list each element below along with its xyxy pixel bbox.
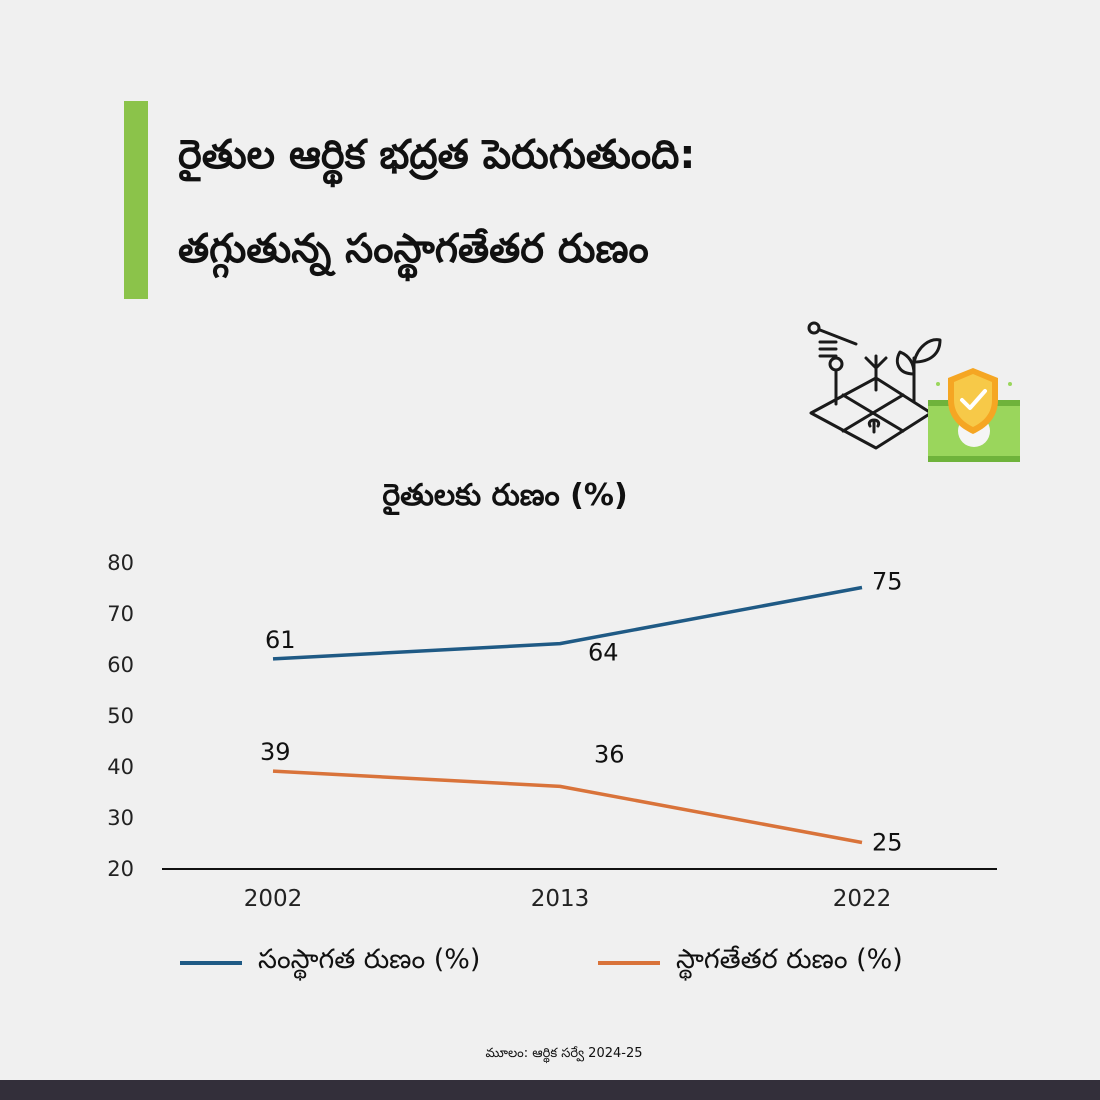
y-tick-label: 20 [107, 857, 134, 881]
legend-item-non-institutional: స్థాగతేతర రుణం (%) [598, 944, 903, 982]
y-tick-label: 50 [107, 704, 134, 728]
farm-money-shield-icon [806, 318, 1022, 468]
x-tick-label: 2022 [833, 886, 892, 912]
page-title: రైతుల ఆర్థిక భద్రత పెరుగుతుంది: తగ్గుతున… [178, 108, 1038, 296]
legend-label-institutional: సంస్థాగత రుణం (%) [258, 944, 481, 975]
data-label: 36 [594, 740, 625, 768]
page-title-line-2: తగ్గుతున్న సంస్థాగతేతర రుణం [178, 226, 649, 272]
line-chart: 20 30 40 50 60 70 80 2002 2013 2022 61 64 75 39 36 25 [107, 551, 997, 912]
title-accent-bar [124, 101, 148, 299]
data-label: 25 [872, 829, 903, 857]
data-label: 39 [260, 738, 291, 766]
legend-swatch-institutional [180, 961, 242, 965]
data-label: 75 [872, 568, 903, 596]
series-line-institutional [272, 585, 863, 661]
y-tick-label: 30 [107, 806, 134, 830]
legend-swatch-non-institutional [598, 961, 660, 965]
series-line-non-institutional [272, 769, 863, 845]
y-tick-label: 40 [107, 755, 134, 779]
y-tick-label: 80 [107, 551, 134, 575]
legend-label-non-institutional: స్థాగతేతర రుణం (%) [676, 944, 903, 975]
legend-item-institutional: సంస్థాగత రుణం (%) [180, 944, 480, 982]
footer-band [0, 1080, 1100, 1100]
y-tick-label: 60 [107, 653, 134, 677]
source-note: మూలం: ఆర్థిక సర్వే 2024-25 [485, 1046, 643, 1061]
x-tick-label: 2002 [244, 886, 303, 912]
x-tick-label: 2013 [531, 886, 590, 912]
data-label: 64 [588, 639, 619, 667]
y-tick-label: 70 [107, 602, 134, 626]
page-title-line-1: రైతుల ఆర్థిక భద్రత పెరుగుతుంది: [178, 132, 696, 178]
chart-legend: సంస్థాగత రుణం (%) స్థాగతేతర రుణం (%) [0, 944, 1100, 994]
data-label: 61 [265, 626, 296, 654]
chart-title: రైతులకు రుణం (%) [382, 478, 628, 513]
